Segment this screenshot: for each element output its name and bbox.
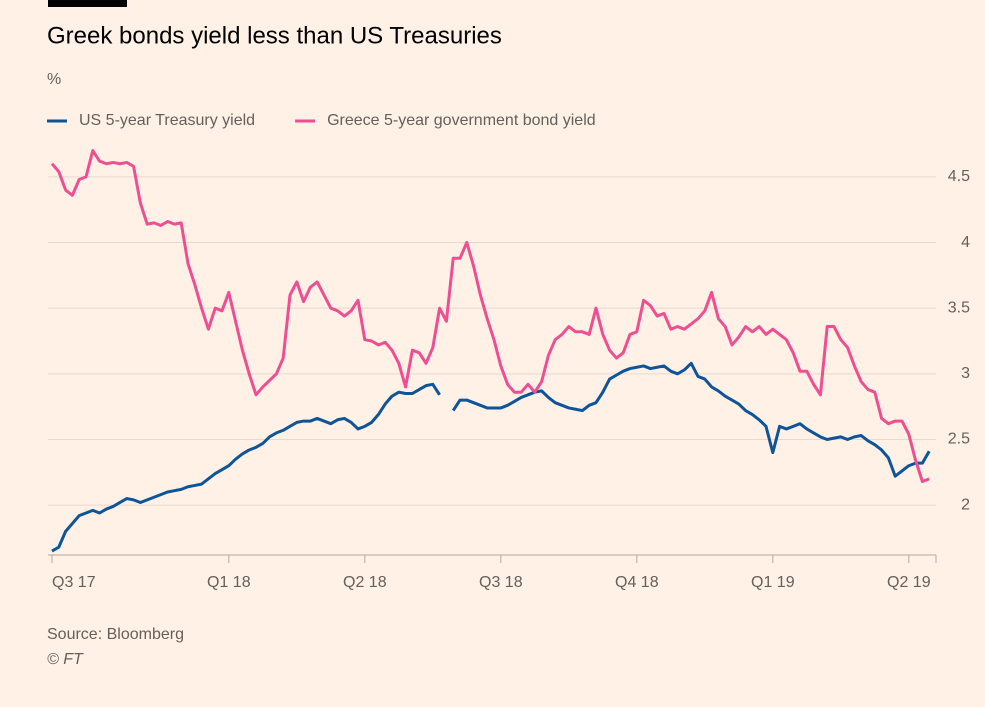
x-tick-label: Q3 17 bbox=[52, 574, 96, 591]
x-tick-label: Q2 19 bbox=[887, 574, 931, 591]
y-tick-label: 2.5 bbox=[948, 431, 970, 448]
x-tick-label: Q3 18 bbox=[479, 574, 523, 591]
legend-label: US 5-year Treasury yield bbox=[79, 112, 255, 129]
source: Source: Bloomberg bbox=[47, 626, 184, 643]
series-line bbox=[50, 149, 930, 483]
series-line bbox=[51, 361, 931, 553]
credit: © FT bbox=[47, 651, 84, 668]
x-tick-label: Q1 18 bbox=[207, 574, 251, 591]
y-tick-label: 2 bbox=[961, 496, 970, 513]
y-tick-label: 4.5 bbox=[948, 168, 970, 185]
legend-label: Greece 5-year government bond yield bbox=[327, 112, 596, 129]
x-tick-label: Q4 18 bbox=[615, 574, 659, 591]
y-tick-label: 3 bbox=[961, 365, 970, 382]
y-axis-label: % bbox=[47, 71, 61, 88]
x-tick-label: Q2 18 bbox=[343, 574, 387, 591]
title-bar bbox=[48, 0, 127, 7]
x-tick-label: Q1 19 bbox=[751, 574, 795, 591]
y-tick-label: 4 bbox=[961, 234, 970, 251]
y-tick-label: 3.5 bbox=[948, 299, 970, 316]
chart-title: Greek bonds yield less than US Treasurie… bbox=[47, 22, 502, 49]
